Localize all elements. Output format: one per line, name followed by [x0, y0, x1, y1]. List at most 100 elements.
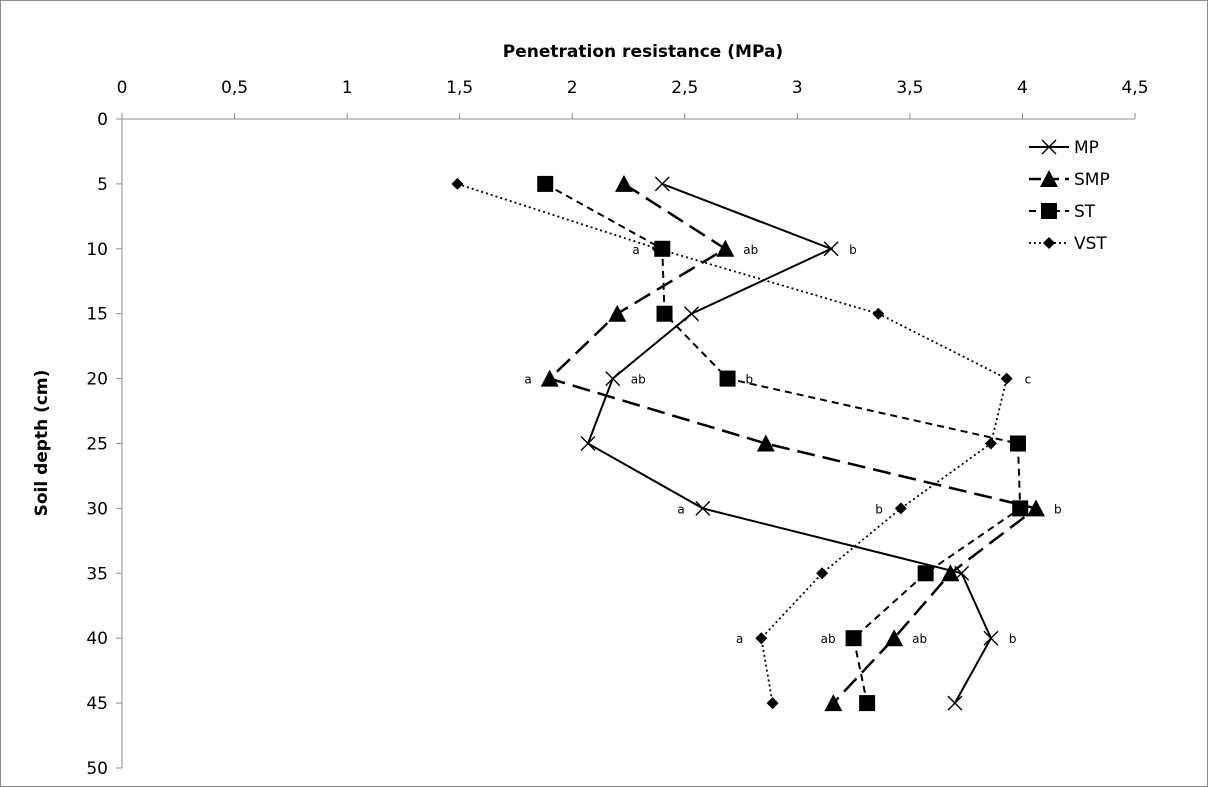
data-point-mp: [983, 630, 999, 646]
data-point-st: [656, 305, 673, 322]
marker-stroke: [605, 371, 621, 387]
y-tick-label: 35: [86, 564, 108, 584]
legend-label: VST: [1074, 234, 1107, 254]
data-point-vst: [984, 437, 997, 450]
x-tick-label: 3: [792, 78, 803, 98]
y-axis-title: Soil depth (cm): [32, 370, 52, 517]
series-st: [537, 175, 1029, 712]
significance-label: ab: [912, 632, 927, 646]
marker-stroke: [823, 241, 839, 257]
x-tick-label: 4,5: [1121, 78, 1148, 98]
x-tick-label: 0,5: [221, 78, 248, 98]
series-line-vst: [457, 183, 1008, 704]
data-point-mp: [823, 241, 839, 257]
data-point-st: [1009, 435, 1026, 452]
y-tick-label: 25: [86, 435, 108, 455]
data-point-st: [845, 630, 862, 647]
significance-label: c: [1025, 373, 1032, 387]
data-point-vst: [755, 632, 768, 645]
legend-label: MP: [1074, 138, 1099, 158]
series-smp: [540, 174, 1045, 712]
marker-stroke: [695, 500, 711, 516]
legend: MP SMP ST VST: [1029, 138, 1110, 254]
legend-label: ST: [1074, 202, 1096, 222]
x-tick-label: 0: [117, 78, 128, 98]
data-point-mp: [684, 306, 700, 322]
data-point-smp: [824, 694, 843, 712]
y-tick-label: 20: [86, 370, 108, 390]
legend-item-vst: VST: [1029, 234, 1107, 254]
axes: 0 0,5 1 1,5 2 2,5 3 3,5 4 4,5 0 5 10 15 20 25 30 35 40 45 50: [86, 78, 1148, 779]
significance-label: b: [1009, 632, 1017, 646]
marker-stroke: [684, 306, 700, 322]
data-point-smp: [614, 174, 633, 192]
data-point-st: [654, 240, 671, 257]
y-tick-label: 10: [86, 240, 108, 260]
legend-item-smp: SMP: [1029, 170, 1110, 190]
marker-stroke: [954, 565, 970, 581]
x-tick-label: 2: [567, 78, 578, 98]
legend-item-mp: MP: [1029, 138, 1099, 158]
y-tick-label: 40: [86, 629, 108, 649]
data-point-mp: [695, 500, 711, 516]
series-line-smp: [547, 182, 1039, 704]
x-tick-label: 4: [1017, 78, 1028, 98]
data-point-vst: [872, 307, 885, 320]
data-point-mp: [580, 436, 596, 451]
series-vst: [451, 177, 1013, 710]
y-tick-label: 15: [86, 305, 108, 325]
y-tick-label: 45: [86, 694, 108, 714]
series-layer: [451, 174, 1045, 712]
data-point-mp: [605, 371, 621, 387]
annotation-layer: a ab ba ab b ca b ba ab ab b: [524, 243, 1061, 646]
data-point-vst: [766, 697, 779, 710]
data-point-smp: [756, 434, 775, 452]
data-point-mp: [954, 565, 970, 581]
significance-label: b: [1054, 502, 1062, 516]
x-tick-label: 1: [342, 78, 353, 98]
data-point-mp: [654, 176, 670, 192]
legend-marker: [1043, 237, 1055, 249]
significance-label: b: [875, 502, 883, 516]
data-point-vst: [1000, 372, 1013, 385]
data-point-st: [917, 565, 934, 582]
data-point-smp: [1026, 499, 1045, 517]
y-tick-label: 5: [97, 175, 108, 195]
data-point-vst: [451, 177, 464, 190]
y-tick-label: 30: [86, 499, 108, 519]
data-point-smp: [608, 304, 627, 322]
y-tick-label: 50: [86, 759, 108, 779]
data-point-smp: [540, 369, 559, 387]
y-tick-label: 0: [97, 110, 108, 130]
significance-label: b: [746, 373, 754, 387]
significance-label: a: [736, 632, 743, 646]
data-point-vst: [816, 567, 829, 580]
data-point-st: [859, 695, 876, 712]
data-point-smp: [941, 564, 960, 582]
legend-item-st: ST: [1029, 202, 1096, 222]
significance-label: b: [849, 243, 857, 257]
series-line-st: [544, 183, 1022, 704]
x-tick-label: 3,5: [896, 78, 923, 98]
x-tick-label: 2,5: [671, 78, 698, 98]
significance-label: a: [632, 243, 639, 257]
data-point-smp: [716, 239, 735, 257]
legend-label: SMP: [1074, 170, 1110, 190]
x-axis-title: Penetration resistance (MPa): [503, 42, 783, 62]
marker-stroke: [1041, 139, 1057, 155]
legend-marker: [1040, 170, 1058, 187]
significance-label: ab: [631, 373, 646, 387]
data-point-st: [719, 370, 736, 387]
data-point-smp: [885, 629, 904, 647]
x-tick-label: 1,5: [446, 78, 473, 98]
marker-stroke: [983, 630, 999, 646]
data-point-vst: [894, 502, 907, 515]
marker-stroke: [580, 436, 596, 451]
series-line-mp: [586, 182, 993, 704]
marker-stroke: [947, 695, 963, 711]
significance-label: ab: [743, 243, 758, 257]
significance-label: a: [677, 502, 684, 516]
data-point-mp: [947, 695, 963, 711]
